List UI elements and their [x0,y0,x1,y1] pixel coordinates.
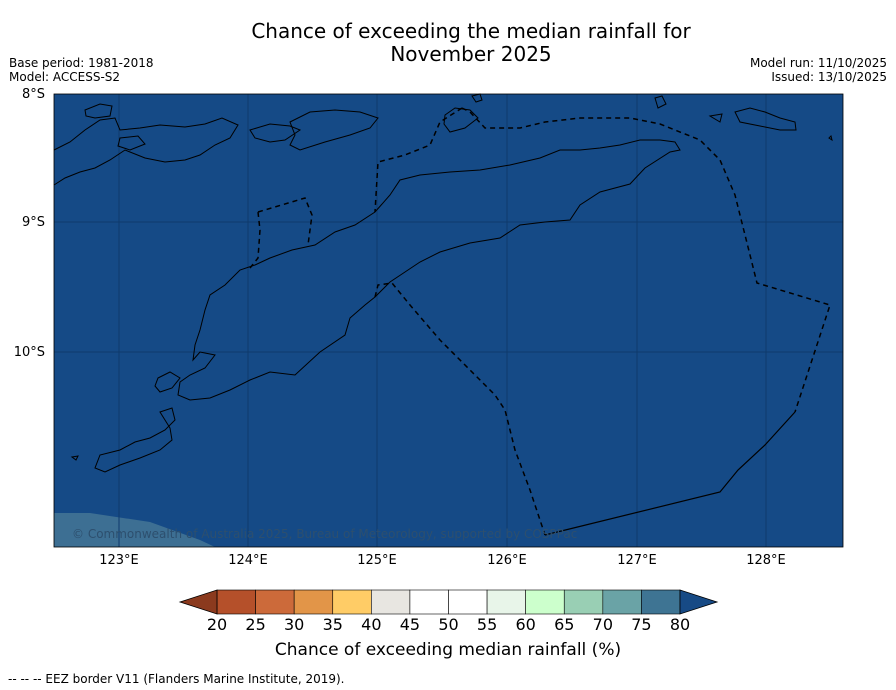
colorbar-tick-label: 40 [361,615,382,634]
lon-label-126e: 126°E [487,553,527,568]
colorbar-tick-label: 75 [631,615,652,634]
small-island-2 [70,455,79,461]
wetar-tip [471,93,483,103]
treaty-line [544,411,796,536]
colorbar-segment [216,589,256,615]
lower-left-region [54,513,215,547]
colorbar-segment [409,589,449,615]
colorbar-segment [525,589,565,615]
colorbar-segment [255,589,295,615]
colorbar-segment [641,589,681,615]
colorbar-segment [602,589,642,615]
map-frame [53,93,844,548]
island-north-1 [84,103,113,119]
base-period: Base period: 1981-2018 [9,56,154,70]
lat-label-9s: 9°S [21,215,45,230]
colorbar-tick-label: 45 [399,615,421,634]
small-island-4 [708,113,723,123]
lon-label-123e: 123°E [99,553,139,568]
islands-northeast [734,107,797,131]
meta-left: Base period: 1981-2018 Model: ACCESS-S2 [9,56,154,84]
colorbar-tick-label: 30 [283,615,305,634]
lon-label-125e: 125°E [357,553,397,568]
colorbar-label: Chance of exceeding median rainfall (%) [274,640,622,660]
chart-title: Chance of exceeding the median rainfall … [0,20,896,66]
colorbar-tick-label: 80 [669,615,691,634]
atauro-coastline [443,107,479,133]
title-line-1: Chance of exceeding the median rainfall … [251,19,691,43]
eez-oecusse [249,197,313,269]
small-island-3 [654,95,667,109]
colorbar-segment [332,589,372,615]
eez-footnote: -- -- -- EEZ border V11 (Flanders Marine… [8,672,345,686]
colorbar-tick-label: 50 [438,615,459,634]
issued-date: Issued: 13/10/2025 [771,70,887,84]
lat-label-8s: 8°S [21,87,45,102]
copyright-credit: © Commonwealth of Australia 2025, Bureau… [72,527,578,541]
alor-east-coastline [289,109,379,151]
small-island-5 [828,135,833,142]
gridlines [54,94,843,547]
colorbar-over-arrow [679,589,719,615]
eez-west-border [374,282,546,536]
lon-label-128e: 128°E [746,553,786,568]
title-line-2: November 2025 [390,42,552,66]
colorbar-tick-label: 60 [515,615,536,634]
colorbar-segments [216,589,681,615]
model-name: Model: ACCESS-S2 [9,70,121,84]
model-run: Model run: 11/10/2025 [749,56,887,70]
colorbar-segment [293,589,334,615]
island-north-2 [117,135,146,151]
colorbar-tick-label: 35 [322,615,343,634]
small-island-1 [154,371,181,393]
colorbar-segment [448,589,488,615]
alor-coastline [249,123,302,143]
colorbar-under-arrow [178,589,218,615]
colorbar-segment [371,589,411,615]
eez-north-border [374,107,463,213]
meta-right: Model run: 11/10/2025 Issued: 13/10/2025 [750,56,887,84]
lat-label-10s: 10°S [13,345,45,360]
ocean-background [54,94,843,547]
flores-coastline [53,117,239,186]
rote-coastline [94,407,176,473]
colorbar-tick-label: 25 [245,615,266,634]
eez-borders [249,107,831,536]
eez-timor-leste [461,107,831,413]
colorbar-tick-label: 65 [554,615,575,634]
colorbar-tick-label: 70 [592,615,613,634]
colorbar-tick-label: 20 [206,615,228,634]
colorbar-segment [563,589,604,615]
lon-label-127e: 127°E [617,553,657,568]
colorbar-tick-label: 55 [476,615,498,634]
lon-label-124e: 124°E [228,553,268,568]
colorbar-segment [486,589,526,615]
